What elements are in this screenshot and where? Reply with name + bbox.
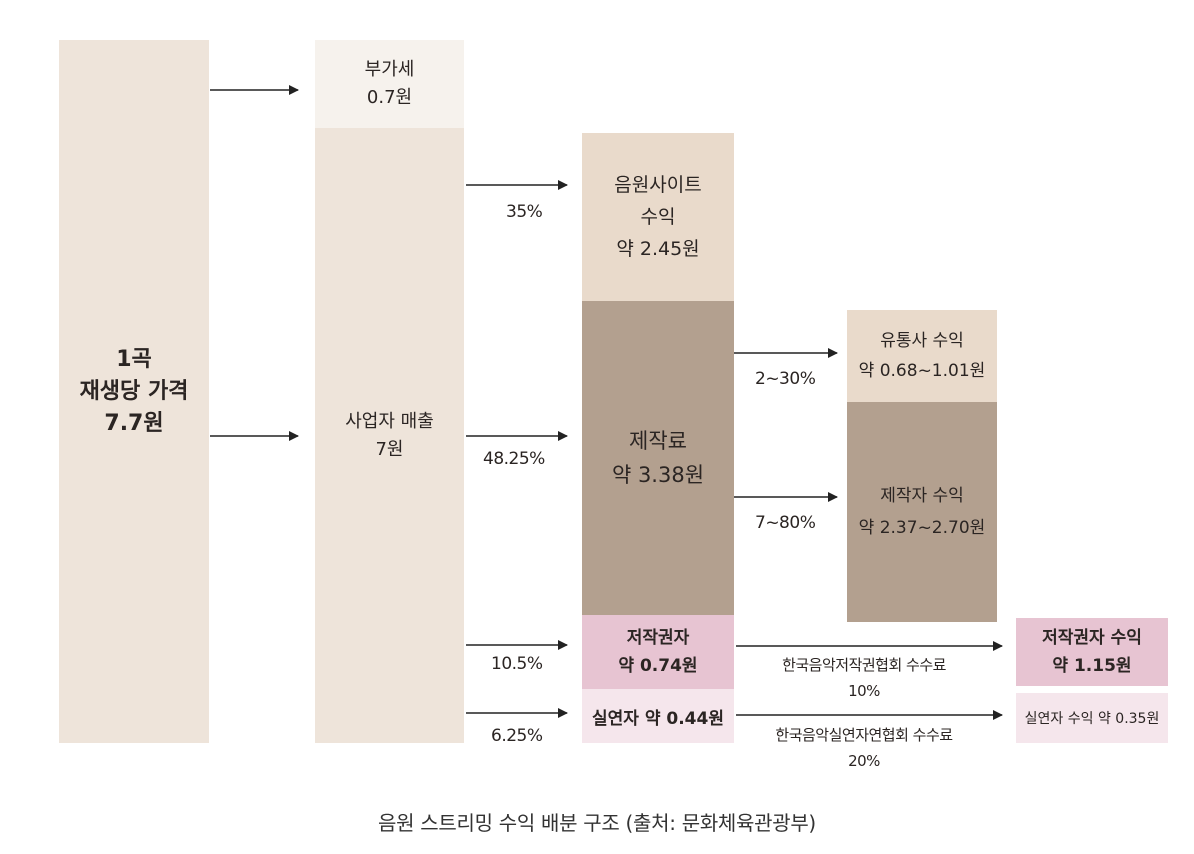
price-box: 1곡 재생당 가격 7.7원: [59, 40, 209, 743]
producer-value: 약 2.37~2.70원: [858, 518, 986, 538]
price-value: 7.7원: [104, 410, 164, 436]
music-site-label-2: 수익: [640, 206, 676, 228]
copyright-holder-value: 약 0.74원: [618, 656, 698, 676]
figure-caption: 음원 스트리밍 수익 배분 구조 (출처: 문화체육관광부): [378, 811, 816, 835]
producer-label: 제작자 수익: [880, 486, 964, 506]
music-site-revenue-box: 음원사이트 수익 약 2.45원: [582, 133, 734, 301]
performer-label: 실연자 약 0.44원: [592, 708, 724, 729]
copyright-final-box: 저작권자 수익 약 1.15원: [1016, 618, 1168, 686]
pct-performer: 6.25%: [491, 726, 543, 746]
music-site-value: 약 2.45원: [616, 238, 700, 260]
pct-copyright: 10.5%: [491, 654, 543, 674]
pct-site: 35%: [506, 202, 543, 222]
copyright-holder-label: 저작권자: [626, 628, 690, 648]
production-fee-value: 약 3.38원: [611, 463, 705, 487]
vat-value: 0.7원: [366, 87, 413, 108]
vat-box: 부가세 0.7원: [315, 40, 464, 128]
copyright-fee-note: 한국음악저작권협회 수수료 10%: [750, 652, 978, 704]
business-revenue-value: 7원: [375, 438, 404, 460]
production-fee-box: 제작료 약 3.38원: [582, 301, 734, 615]
performer-fee-note: 한국음악실연자연협회 수수료 20%: [750, 722, 978, 774]
producer-revenue-box: 제작자 수익 약 2.37~2.70원: [847, 402, 997, 622]
copyright-fee-rate: 10%: [848, 682, 880, 700]
performer-final-label: 실연자 수익 약 0.35원: [1024, 711, 1160, 727]
copyright-holder-box: 저작권자 약 0.74원: [582, 615, 734, 689]
pct-production: 48.25%: [483, 449, 545, 469]
copyright-final-value: 약 1.15원: [1052, 656, 1132, 676]
distributor-revenue-box: 유통사 수익 약 0.68~1.01원: [847, 310, 997, 402]
distributor-value: 약 0.68~1.01원: [858, 361, 986, 381]
business-revenue-label: 사업자 매출: [345, 410, 434, 432]
performer-box: 실연자 약 0.44원: [582, 689, 734, 743]
price-count: 1곡: [116, 346, 152, 372]
performer-fee-rate: 20%: [848, 752, 880, 770]
copyright-fee-org: 한국음악저작권협회 수수료: [782, 656, 946, 674]
price-label: 재생당 가격: [79, 378, 189, 404]
distributor-label: 유통사 수익: [880, 331, 964, 351]
performer-final-box: 실연자 수익 약 0.35원: [1016, 693, 1168, 743]
vat-label: 부가세: [364, 59, 415, 80]
copyright-final-label: 저작권자 수익: [1042, 628, 1142, 648]
music-site-label: 음원사이트: [614, 174, 702, 196]
pct-distributor: 2~30%: [755, 369, 816, 389]
production-fee-label: 제작료: [629, 429, 687, 453]
business-revenue-box: 사업자 매출 7원: [315, 128, 464, 743]
performer-fee-org: 한국음악실연자연협회 수수료: [775, 726, 953, 744]
pct-producer: 7~80%: [755, 513, 816, 533]
